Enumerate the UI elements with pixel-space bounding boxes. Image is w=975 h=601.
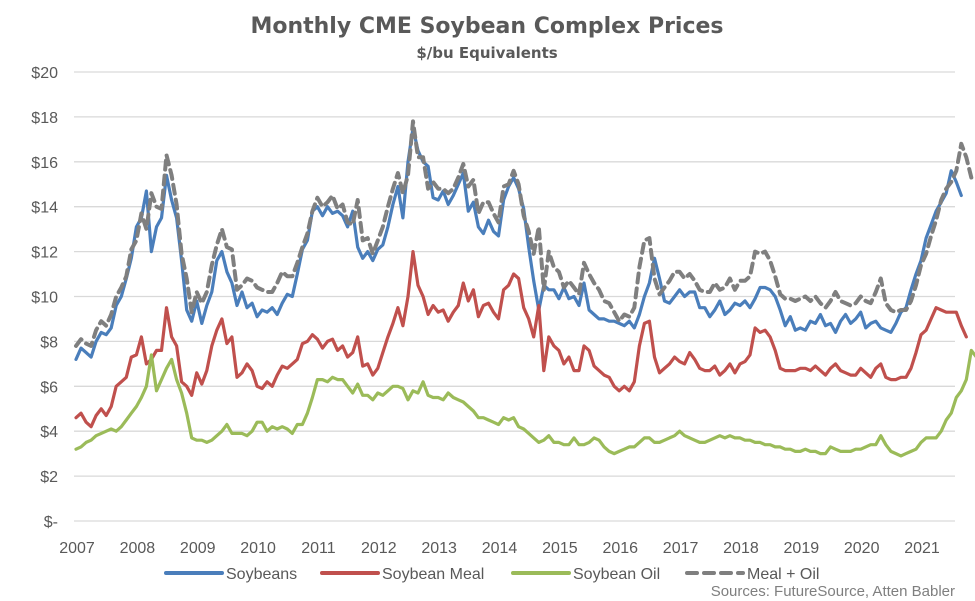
y-tick-label: $18 bbox=[31, 110, 58, 127]
x-tick-label: 2007 bbox=[59, 540, 95, 557]
y-tick-label: $- bbox=[44, 514, 58, 531]
legend-label: Soybean Meal bbox=[382, 566, 484, 583]
y-tick-label: $10 bbox=[31, 290, 58, 307]
series-line-soybean-oil bbox=[74, 348, 975, 458]
series-lines bbox=[74, 119, 975, 458]
series-line-meal-oil bbox=[74, 119, 974, 348]
legend-label: Soybean Oil bbox=[573, 566, 660, 583]
x-tick-label: 2013 bbox=[421, 540, 457, 557]
chart-title: Monthly CME Soybean Complex Prices bbox=[250, 14, 723, 39]
y-tick-label: $4 bbox=[40, 424, 58, 441]
y-tick-label: $16 bbox=[31, 155, 58, 172]
x-tick-label: 2015 bbox=[542, 540, 578, 557]
x-tick-label: 2019 bbox=[784, 540, 820, 557]
legend-item: Soybean Meal bbox=[320, 566, 484, 583]
y-tick-label: $12 bbox=[31, 245, 58, 262]
y-axis: $- $2 $4 $6 $8 $10 $12 $14 $16 $18 $20 bbox=[31, 65, 58, 531]
y-tick-label: $14 bbox=[31, 200, 58, 217]
legend-item: Meal + Oil bbox=[685, 566, 819, 583]
y-tick-label: $6 bbox=[40, 379, 58, 396]
x-tick-label: 2012 bbox=[361, 540, 397, 557]
chart-subtitle: $/bu Equivalents bbox=[416, 44, 557, 62]
series-line-soybean-meal bbox=[74, 250, 968, 429]
legend-item: Soybeans bbox=[164, 566, 297, 583]
series-line-soybeans bbox=[74, 126, 963, 361]
x-tick-label: 2016 bbox=[602, 540, 638, 557]
x-tick-label: 2014 bbox=[482, 540, 518, 557]
legend-item: Soybean Oil bbox=[511, 566, 660, 583]
y-tick-label: $8 bbox=[40, 334, 58, 351]
legend-label: Meal + Oil bbox=[747, 566, 819, 583]
x-tick-label: 2020 bbox=[844, 540, 880, 557]
x-tick-label: 2010 bbox=[240, 540, 276, 557]
x-tick-label: 2021 bbox=[904, 540, 940, 557]
x-tick-label: 2017 bbox=[663, 540, 699, 557]
y-tick-label: $20 bbox=[31, 65, 58, 82]
x-axis: 2007 2008 2009 2010 2011 2012 2013 2014 2015 2016… bbox=[59, 540, 940, 557]
x-tick-label: 2009 bbox=[180, 540, 216, 557]
x-tick-label: 2008 bbox=[120, 540, 156, 557]
legend-label: Soybeans bbox=[226, 566, 297, 583]
y-tick-label: $2 bbox=[40, 469, 58, 486]
x-tick-label: 2018 bbox=[723, 540, 759, 557]
source-note: Sources: FutureSource, Atten Babler bbox=[711, 583, 955, 600]
legend: Soybeans Soybean Meal Soybean Oil Meal + Oi… bbox=[164, 566, 819, 583]
x-tick-label: 2011 bbox=[301, 540, 336, 557]
